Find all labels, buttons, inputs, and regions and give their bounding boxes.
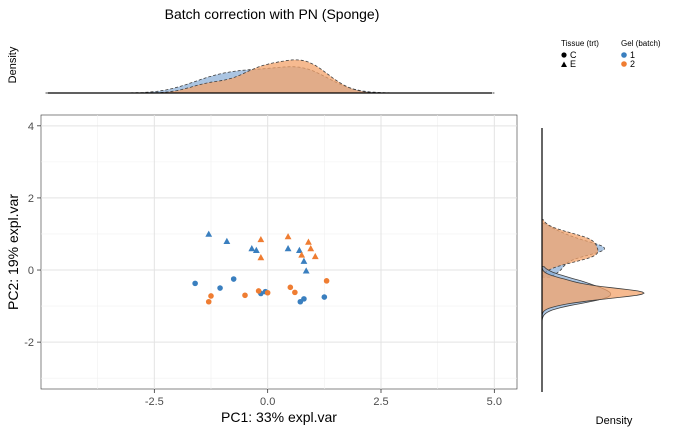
scatter-panel: -2.5 0.0 2.5 5.0 -2 0 2 4 PC1: 33% expl.var PC…: [5, 114, 518, 425]
top-density-axis-title: Density: [7, 46, 19, 83]
point-tissue-e-batch-2: [257, 235, 265, 243]
legend-shape-label-e: E: [570, 59, 576, 69]
top-density-panel: Density: [7, 46, 495, 94]
legend-batch-1-swatch: [621, 52, 627, 58]
point-tissue-e-batch-2: [298, 251, 306, 258]
point-tissue-e-batch-1: [296, 246, 303, 253]
y-tick-label: 2: [28, 193, 34, 205]
plot-title: Batch correction with PN (Sponge): [165, 6, 380, 22]
x-tick-label: 5.0: [487, 396, 502, 408]
scatter-points: [192, 230, 330, 305]
point-tissue-e-batch-2: [257, 254, 265, 261]
point-tissue-e-batch-1: [284, 244, 292, 252]
point-tissue-e-batch-2: [305, 238, 312, 245]
point-tissue-e-batch-1: [300, 257, 308, 264]
legend-shape-label-c: C: [570, 50, 577, 60]
right-density-axis-title: Density: [596, 415, 633, 427]
y-axis-title: PC2: 19% expl.var: [5, 194, 21, 310]
point-tissue-c-batch-2: [255, 288, 262, 294]
point-tissue-e-batch-2: [311, 252, 319, 260]
legend-triangle-icon: [561, 61, 567, 67]
point-tissue-e-batch-1: [252, 246, 260, 253]
point-tissue-e-batch-2: [307, 244, 315, 252]
legend-color-label-1: 1: [630, 50, 635, 60]
right-density-batch-2: [541, 219, 599, 278]
point-tissue-e-batch-1: [205, 230, 213, 237]
point-tissue-c-batch-1: [192, 280, 198, 287]
point-tissue-c-batch-2: [242, 292, 248, 299]
point-tissue-c-batch-2: [287, 284, 294, 291]
y-tick-label: -2: [24, 337, 34, 349]
x-tick-label: 2.5: [373, 396, 388, 408]
scatter-plot-area: [40, 114, 518, 390]
point-tissue-c-batch-2: [208, 293, 214, 299]
point-tissue-c-batch-1: [230, 276, 237, 282]
legend-color-label-2: 2: [630, 59, 635, 69]
x-tick-label: -2.5: [145, 396, 164, 408]
x-tick-label: 0.0: [260, 396, 275, 408]
point-tissue-c-batch-2: [205, 298, 212, 305]
point-tissue-c-batch-1: [301, 296, 307, 302]
point-tissue-c-batch-1: [321, 294, 328, 300]
point-tissue-e-batch-2: [284, 233, 292, 240]
right-density-batch-2-lower: [541, 266, 645, 317]
legend-shape-title: Tissue (trt): [561, 39, 599, 48]
legend-circle-icon: [561, 52, 567, 58]
top-density-batch-2: [45, 59, 495, 94]
point-tissue-c-batch-2: [323, 278, 330, 284]
y-tick-label: 4: [28, 121, 34, 133]
y-tick-label: 0: [28, 265, 34, 277]
right-density-panel: Density: [541, 128, 645, 427]
legend: Tissue (trt) C E Gel (batch) 1 2: [561, 39, 661, 69]
point-tissue-c-batch-1: [217, 285, 223, 291]
y-axis-ticks: -2 0 2 4: [24, 121, 41, 349]
grid-lines: [41, 115, 517, 389]
point-tissue-e-batch-1: [248, 244, 256, 252]
x-axis-title: PC1: 33% expl.var: [221, 409, 337, 425]
x-axis-ticks: -2.5 0.0 2.5 5.0: [145, 389, 502, 408]
point-tissue-e-batch-1: [223, 237, 231, 244]
point-tissue-e-batch-1: [302, 267, 310, 274]
point-tissue-c-batch-2: [264, 289, 271, 296]
legend-color-title: Gel (batch): [621, 39, 661, 48]
point-tissue-c-batch-2: [292, 289, 298, 296]
legend-batch-2-swatch: [621, 61, 627, 67]
